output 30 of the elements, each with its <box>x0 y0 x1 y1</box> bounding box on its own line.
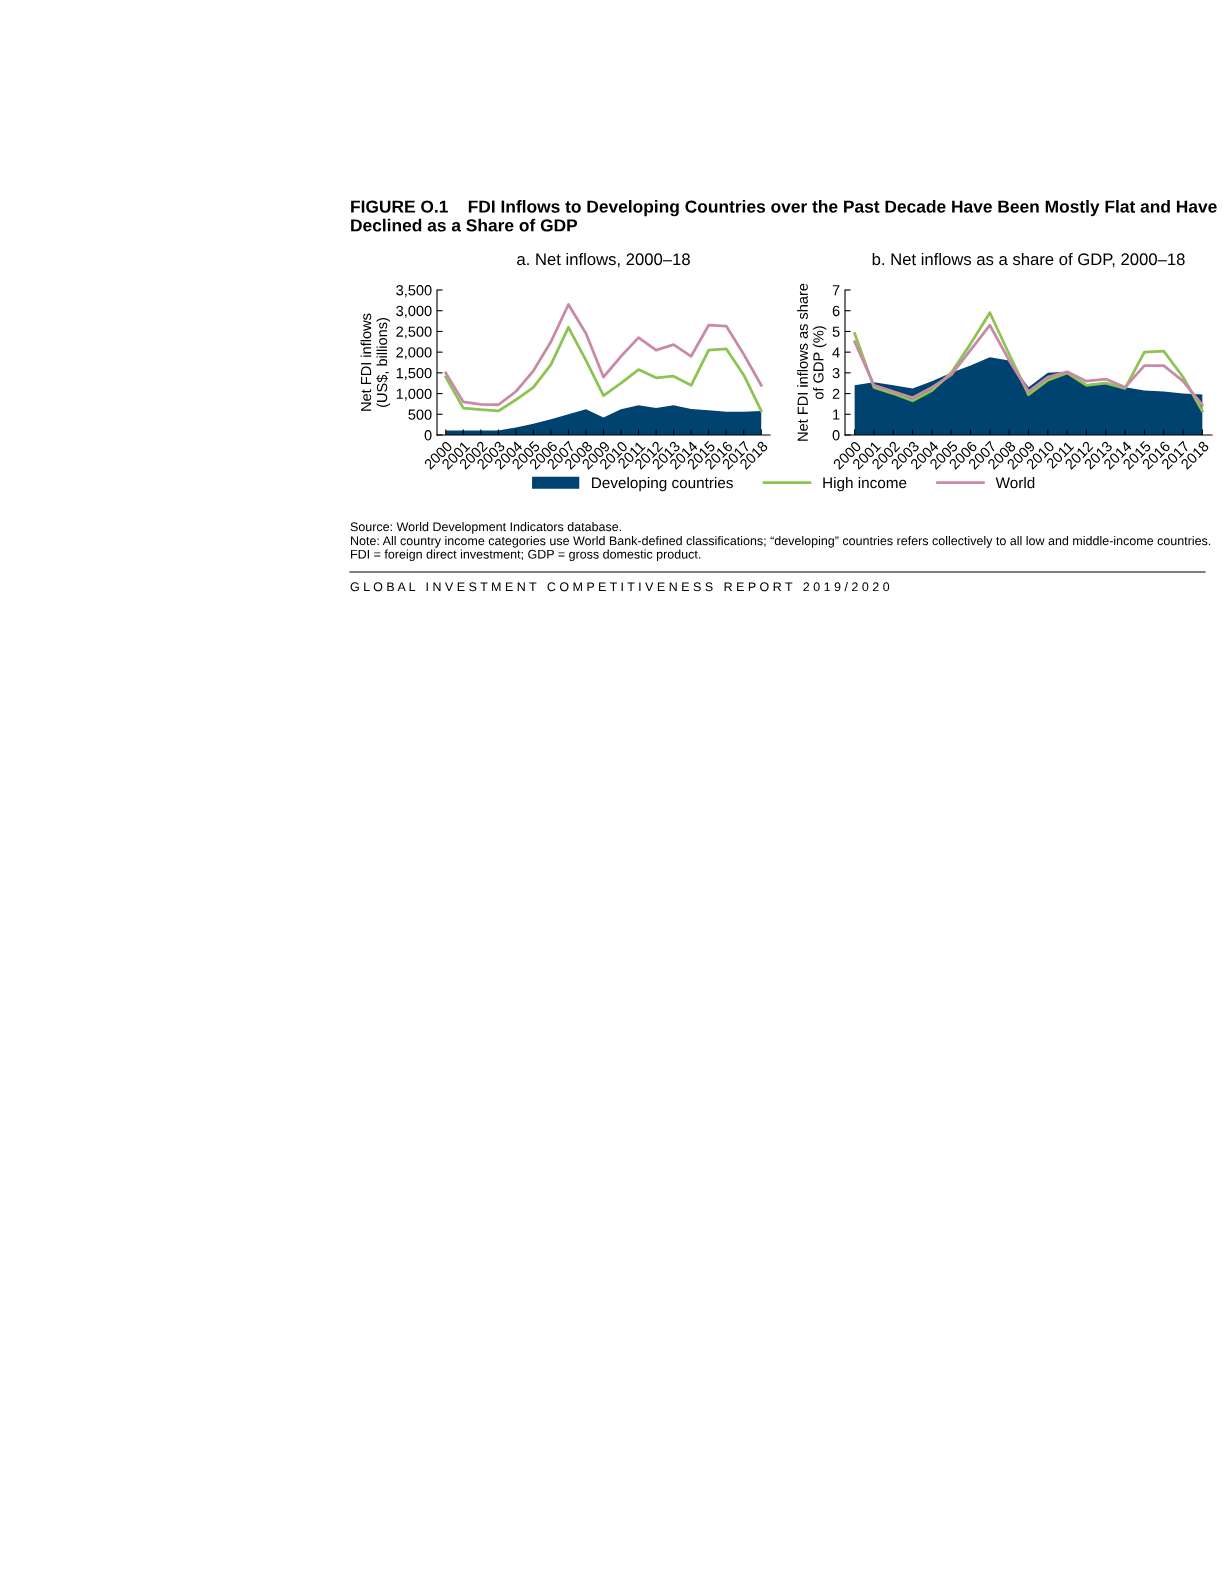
y-tick-label: 2,000 <box>396 347 432 360</box>
text: FIGURE O.1 FDI Inflows to Developing Countries over the Past Decade Have Been Mostly Flat and Have Declined as a Share of GDP <box>351 200 1217 232</box>
y-tick-label: 2,500 <box>396 326 432 339</box>
legend-label: Developing countries <box>592 477 733 492</box>
legend-label: High income <box>823 477 907 492</box>
y-tick-label: 3 <box>832 367 840 379</box>
y-tick-label: 5 <box>832 326 840 337</box>
y-tick-label: 1,500 <box>396 367 432 381</box>
chart-title: b. Net inflows as a share of GDP, 2000–18 <box>872 252 1185 268</box>
line-series <box>444 325 763 413</box>
chart-title: a. Net inflows, 2000–18 <box>517 252 690 268</box>
y-axis-title: Net FDI inflows as share of GDP (%) <box>797 283 827 441</box>
y-tick-label: 0 <box>832 430 840 441</box>
y-tick-label: 0 <box>424 430 432 441</box>
y-tick-label: 1,000 <box>396 388 432 401</box>
legend-label: World <box>995 477 1035 489</box>
y-tick-label: 3,500 <box>396 285 432 298</box>
text: Note: All country income categories use World Bank-defined classifications; “developing” countries refers collectively to all low and middle-income countries. FDI = foreign direct investment; GDP = gross domestic product. <box>351 536 1211 562</box>
y-tick-label: 3,000 <box>396 305 432 318</box>
y-tick-label: 2 <box>832 388 840 399</box>
y-tick-label: 500 <box>408 409 432 420</box>
y-axis-title: Net FDI inflows (US$, billions) <box>360 313 391 411</box>
line-series <box>853 323 1204 407</box>
source-note: Source: World Development Indicators database. <box>350 522 621 534</box>
y-tick-label: 6 <box>832 305 840 317</box>
text: G L O B A L I N V E S T M E N T C O M P E T I T I V E N E S S R E P O R T 2 0 1 9 / 2 0 2 0 <box>350 582 890 592</box>
y-tick-label: 1 <box>833 409 840 420</box>
line-series <box>444 303 763 407</box>
y-tick-label: 7 <box>832 285 840 296</box>
y-tick-label: 4 <box>832 347 840 358</box>
